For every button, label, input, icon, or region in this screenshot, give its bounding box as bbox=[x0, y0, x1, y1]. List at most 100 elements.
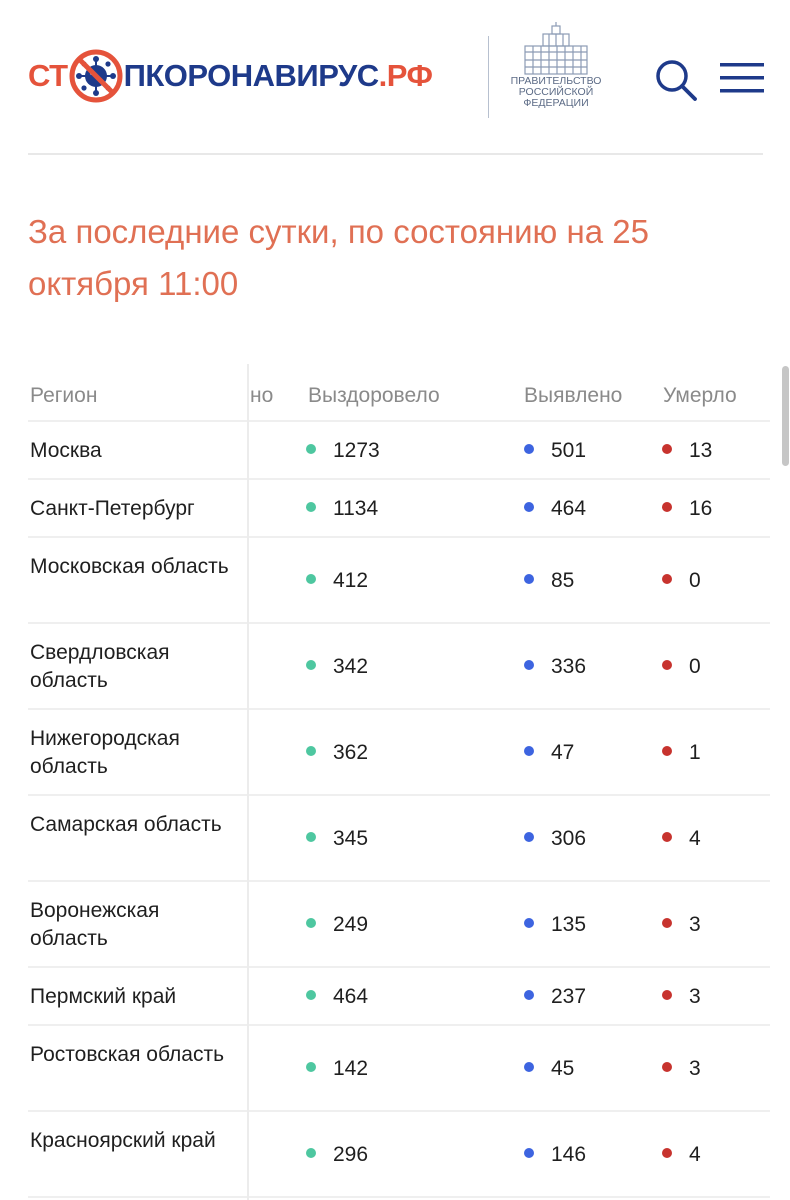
recovered-dot-icon bbox=[306, 574, 316, 584]
government-text-line1: ПРАВИТЕЛЬСТВО bbox=[510, 75, 602, 87]
detected-cell: 501 bbox=[524, 437, 586, 465]
region-name: Самарская область bbox=[30, 813, 222, 836]
recovered-value: 464 bbox=[333, 985, 369, 1008]
government-logo[interactable]: ПРАВИТЕЛЬСТВО РОССИЙСКОЙ ФЕДЕРАЦИИ bbox=[503, 22, 609, 109]
died-cell: 4 bbox=[662, 825, 701, 853]
died-cell: 3 bbox=[662, 1055, 701, 1083]
detected-dot-icon bbox=[524, 990, 534, 1000]
recovered-dot-icon bbox=[306, 444, 316, 454]
died-cell: 1 bbox=[662, 739, 701, 767]
header-recovered: Выздоровело bbox=[308, 384, 440, 407]
logo-text-stop: СТ bbox=[28, 58, 68, 93]
table-row: Санкт-Петербург 1134 464 16 bbox=[28, 480, 770, 538]
recovered-dot-icon bbox=[306, 746, 316, 756]
died-cell: 0 bbox=[662, 567, 701, 595]
detected-value: 47 bbox=[551, 741, 575, 764]
detected-cell: 85 bbox=[524, 567, 574, 595]
region-name: Воронежская область bbox=[30, 899, 160, 950]
detected-cell: 237 bbox=[524, 983, 586, 1011]
died-value: 0 bbox=[689, 655, 701, 678]
detected-dot-icon bbox=[524, 918, 534, 928]
recovered-dot-icon bbox=[306, 660, 316, 670]
died-cell: 3 bbox=[662, 983, 701, 1011]
detected-value: 501 bbox=[551, 439, 587, 462]
died-value: 13 bbox=[689, 439, 713, 462]
recovered-cell: 464 bbox=[306, 983, 368, 1011]
recovered-cell: 342 bbox=[306, 653, 368, 681]
died-value: 0 bbox=[689, 569, 701, 592]
recovered-cell: 1134 bbox=[306, 495, 378, 523]
recovered-cell: 362 bbox=[306, 739, 368, 767]
detected-dot-icon bbox=[524, 832, 534, 842]
detected-cell: 45 bbox=[524, 1055, 574, 1083]
recovered-dot-icon bbox=[306, 1148, 316, 1158]
recovered-cell: 345 bbox=[306, 825, 368, 853]
search-button[interactable] bbox=[654, 58, 698, 102]
died-dot-icon bbox=[662, 502, 672, 512]
recovered-value: 345 bbox=[333, 827, 369, 850]
died-cell: 16 bbox=[662, 495, 712, 523]
scrollbar-thumb[interactable] bbox=[782, 366, 789, 466]
detected-value: 306 bbox=[551, 827, 587, 850]
site-header: СТ ПКОРОНАВИРУС .РФ bbox=[0, 0, 790, 155]
recovered-value: 1273 bbox=[333, 439, 380, 462]
recovered-dot-icon bbox=[306, 832, 316, 842]
site-logo[interactable]: СТ ПКОРОНАВИРУС .РФ bbox=[28, 48, 433, 104]
header-rule bbox=[28, 153, 763, 155]
died-value: 3 bbox=[689, 913, 701, 936]
table-row: Нижегородская область 362 47 1 bbox=[28, 710, 770, 796]
detected-dot-icon bbox=[524, 660, 534, 670]
detected-value: 85 bbox=[551, 569, 575, 592]
recovered-value: 142 bbox=[333, 1057, 369, 1080]
detected-cell: 464 bbox=[524, 495, 586, 523]
table-row: Ростовская область 142 45 3 bbox=[28, 1026, 770, 1112]
recovered-cell: 412 bbox=[306, 567, 368, 595]
header-detected: Выявлено bbox=[524, 384, 623, 407]
died-dot-icon bbox=[662, 1148, 672, 1158]
logo-text-rf: .РФ bbox=[378, 58, 433, 93]
table-row: Красноярский край 296 146 4 bbox=[28, 1112, 770, 1198]
recovered-value: 296 bbox=[333, 1143, 369, 1166]
detected-cell: 336 bbox=[524, 653, 586, 681]
table-row: Самарская область 345 306 4 bbox=[28, 796, 770, 882]
detected-dot-icon bbox=[524, 1062, 534, 1072]
detected-dot-icon bbox=[524, 444, 534, 454]
recovered-value: 249 bbox=[333, 913, 369, 936]
died-cell: 3 bbox=[662, 911, 701, 939]
died-cell: 0 bbox=[662, 653, 701, 681]
died-dot-icon bbox=[662, 746, 672, 756]
table-row: Москва 1273 501 13 bbox=[28, 422, 770, 480]
detected-value: 464 bbox=[551, 497, 587, 520]
government-building-icon bbox=[524, 22, 588, 75]
died-value: 4 bbox=[689, 1143, 701, 1166]
recovered-value: 1134 bbox=[333, 497, 379, 520]
detected-value: 45 bbox=[551, 1057, 575, 1080]
virus-crossed-icon bbox=[69, 49, 123, 103]
recovered-value: 342 bbox=[333, 655, 369, 678]
region-name: Москва bbox=[30, 439, 102, 462]
menu-button[interactable] bbox=[720, 62, 764, 94]
government-text-line3: ФЕДЕРАЦИИ bbox=[523, 97, 589, 109]
died-dot-icon bbox=[662, 918, 672, 928]
logo-text-main: ПКОРОНАВИРУС bbox=[123, 58, 380, 93]
detected-dot-icon bbox=[524, 502, 534, 512]
died-value: 1 bbox=[689, 741, 701, 764]
detected-value: 135 bbox=[551, 913, 587, 936]
government-text-line2: РОССИЙСКОЙ bbox=[518, 86, 594, 98]
region-name: Московская область bbox=[30, 555, 229, 578]
died-dot-icon bbox=[662, 832, 672, 842]
detected-dot-icon bbox=[524, 1148, 534, 1158]
died-value: 3 bbox=[689, 1057, 701, 1080]
died-value: 16 bbox=[689, 497, 713, 520]
died-cell: 13 bbox=[662, 437, 712, 465]
detected-value: 146 bbox=[551, 1143, 587, 1166]
died-dot-icon bbox=[662, 990, 672, 1000]
header-died: Умерло bbox=[663, 384, 737, 407]
detected-dot-icon bbox=[524, 746, 534, 756]
table-row: Пермский край 464 237 3 bbox=[28, 968, 770, 1026]
died-dot-icon bbox=[662, 1062, 672, 1072]
table-header: Регион но Выздоровело Выявлено Умерло bbox=[28, 364, 770, 422]
region-name: Красноярский край bbox=[30, 1129, 216, 1152]
recovered-dot-icon bbox=[306, 1062, 316, 1072]
recovered-cell: 1273 bbox=[306, 437, 380, 465]
